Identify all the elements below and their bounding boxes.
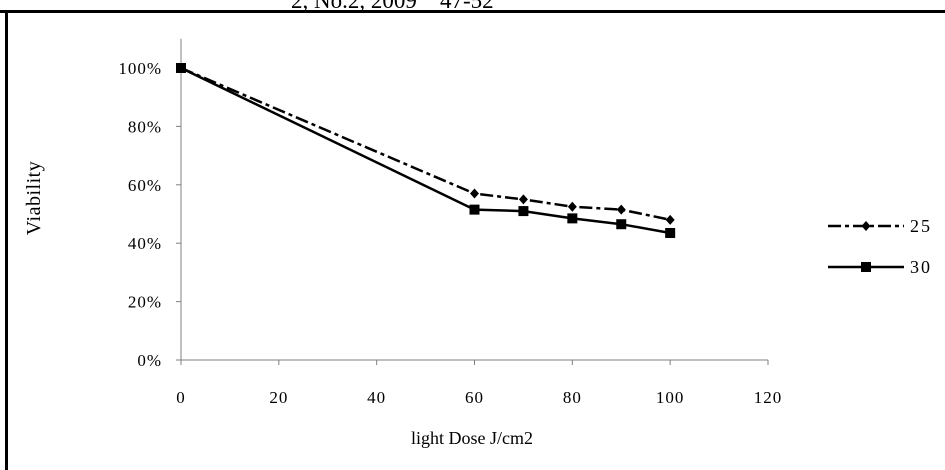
legend: 25 30 [828,216,932,277]
legend-item-25: 25 [828,216,932,236]
x-tick-label: 120 [754,388,783,407]
series-30-line [180,66,671,235]
series-25-point [518,194,528,205]
series-25-line [180,66,671,222]
series-25-point [567,201,577,212]
frame-top-border [0,10,945,13]
journal-pages: 47-52 [440,0,494,10]
series-30-point [616,219,627,230]
y-tick-label: 40% [128,234,162,253]
series-30 [176,63,676,238]
x-tick-label: 0 [176,388,186,407]
x-tick-label: 80 [563,388,582,407]
series-30-point [567,213,578,224]
y-axis-title: Viability [23,161,45,235]
y-tick-label: 60% [128,176,162,195]
series [176,63,676,238]
y-tick-label: 20% [128,293,162,312]
series-25 [176,63,675,225]
x-axis-title: light Dose J/cm2 [411,428,533,448]
header-clip: 2, No.2, 2009 47-52 [0,0,945,10]
frame-left-border [5,10,8,470]
legend-item-30: 30 [828,257,932,277]
y-tick-label: 100% [118,59,162,78]
y-tick-label: 0% [137,351,162,370]
legend-label-30: 30 [910,257,932,277]
series-30-point [518,206,529,217]
x-tick-label: 20 [269,388,288,407]
journal-volume-issue-year: 2, No.2, 2009 [291,0,417,10]
legend-marker-25 [861,221,871,231]
series-25-point [665,214,675,225]
y-tick-label: 80% [128,117,162,136]
x-tick-label: 40 [367,388,386,407]
series-30-point [176,63,186,73]
series-30-point [469,204,480,215]
x-tick-label: 60 [465,388,484,407]
axes: 0% 20% 40% 60% 80% 100% 0 20 40 60 80 100 120 [118,38,783,407]
series-30-point [665,227,676,238]
legend-label-25: 25 [910,216,932,236]
x-tick-label: 100 [656,388,685,407]
legend-marker-30 [861,262,871,272]
series-25-point [616,204,626,215]
series-25-point [470,188,479,199]
